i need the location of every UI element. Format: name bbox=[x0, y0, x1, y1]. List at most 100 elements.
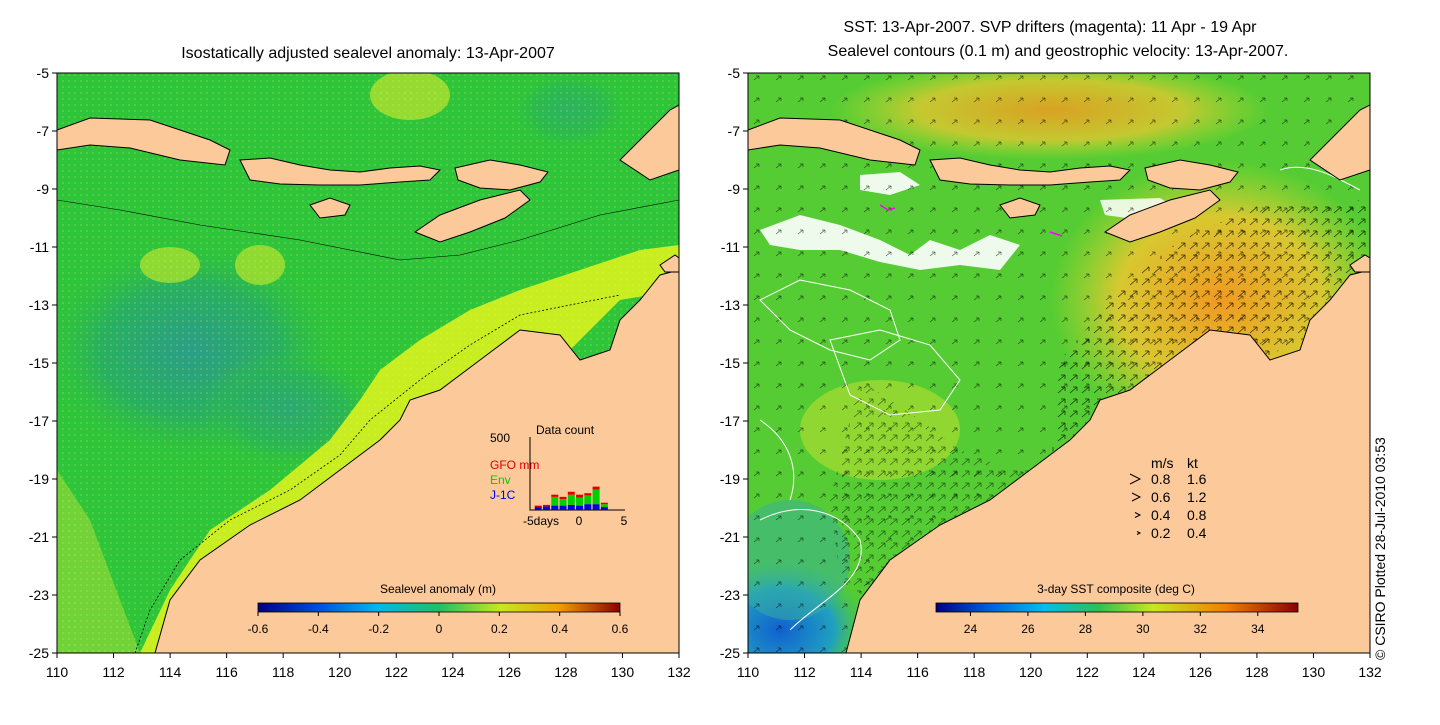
left-colorbar-gradient bbox=[257, 602, 621, 613]
credit-text: © CSIRO Plotted 28-Jul-2010 03:53 bbox=[1372, 437, 1388, 660]
left-lon-tick-label: 122 bbox=[385, 664, 409, 680]
data-count-ymax: 500 bbox=[490, 431, 510, 445]
right-lat-tick-label: -7 bbox=[728, 123, 741, 139]
right-lon-tick-label: 132 bbox=[1358, 664, 1382, 680]
left-lat-tick-label: -15 bbox=[29, 355, 49, 371]
svp-drifter-track-2 bbox=[1049, 231, 1063, 237]
data-count-bar-env bbox=[592, 489, 600, 505]
isobath-contour bbox=[134, 294, 621, 653]
isobath-contour-north bbox=[57, 199, 679, 261]
data-count-bar-j1c bbox=[551, 505, 559, 510]
left-colorbar-tick-label: 0 bbox=[436, 622, 443, 636]
lesser-sunda-islands bbox=[239, 157, 442, 186]
data-count-bars bbox=[534, 486, 608, 510]
right-colorbar-tick-label: 34 bbox=[1251, 622, 1265, 636]
right-lon-tick-label: 112 bbox=[793, 664, 816, 680]
right-lat-tick-label: -17 bbox=[720, 413, 740, 429]
left-lat-tick-label: -23 bbox=[29, 587, 49, 603]
velocity-legend-kt: 1.2 bbox=[1187, 489, 1207, 505]
left-lon-tick-label: 116 bbox=[215, 664, 238, 680]
right-lon-tick-label: 128 bbox=[1245, 664, 1269, 680]
velocity-legend-header-kt: kt bbox=[1187, 455, 1198, 471]
left-colorbar-tick-label: -0.6 bbox=[248, 622, 269, 636]
data-count-bar-env bbox=[576, 497, 584, 506]
velocity-legend-ms: 0.4 bbox=[1151, 507, 1171, 523]
right-lon-tick-label: 118 bbox=[963, 664, 986, 680]
lesser-sunda-islands-sst bbox=[929, 157, 1132, 186]
data-count-inset: Data count 500 GFO mm Env J-1C -5days 0 … bbox=[490, 423, 628, 528]
left-lat-tick-label: -7 bbox=[37, 123, 50, 139]
right-lon-tick-label: 114 bbox=[850, 664, 873, 680]
right-colorbar-tick-label: 24 bbox=[964, 622, 978, 636]
right-lat-tick-label: -13 bbox=[720, 297, 740, 313]
right-latitude-ticks: -5 -7 -9 -11 -13 -15 -17 -19 -21 -23 -25 bbox=[720, 65, 748, 661]
right-lon-tick-label: 110 bbox=[737, 664, 760, 680]
right-panel-title-line1: SST: 13-Apr-2007. SVP drifters (magenta)… bbox=[844, 19, 1258, 36]
velocity-legend-ms: 0.8 bbox=[1151, 471, 1171, 487]
sealevel-contour-4 bbox=[759, 419, 795, 501]
left-lat-tick-label: -9 bbox=[37, 181, 50, 197]
right-colorbar-tick-label: 30 bbox=[1136, 622, 1150, 636]
velocity-arrow-icon bbox=[1136, 531, 1142, 535]
left-colorbar-ticks: -0.6 -0.4 -0.2 0 0.2 0.4 0.6 bbox=[248, 612, 629, 636]
right-colorbar: 3-day SST composite (deg C) 24 26 28 30 32 34 bbox=[935, 582, 1299, 636]
velocity-legend: m/s kt 0.8 1.6 0.6 1.2 0.4 0.8 0.2 0.4 bbox=[1129, 455, 1207, 541]
left-lat-tick-label: -17 bbox=[29, 413, 49, 429]
sealevel-contour bbox=[759, 279, 901, 361]
tanimbar-island bbox=[619, 104, 679, 181]
sumba-island-sst bbox=[999, 197, 1041, 219]
data-count-bar-j1c bbox=[534, 507, 542, 510]
australia-landmass-sst bbox=[845, 269, 1370, 653]
left-lon-tick-label: 114 bbox=[159, 664, 182, 680]
data-count-title: Data count bbox=[536, 423, 595, 437]
sealevel-contour-5 bbox=[1279, 166, 1361, 191]
velocity-legend-ms: 0.2 bbox=[1151, 525, 1171, 541]
left-lon-tick-label: 130 bbox=[611, 664, 635, 680]
data-count-bar-j1c bbox=[576, 505, 584, 510]
left-lon-tick-label: 110 bbox=[46, 664, 69, 680]
velocity-arrow-icon bbox=[1131, 492, 1142, 502]
velocity-legend-kt: 1.6 bbox=[1187, 471, 1207, 487]
data-count-bar-j1c bbox=[559, 505, 567, 510]
legend-gfo: GFO mm bbox=[490, 458, 539, 472]
left-colorbar-tick-label: 0.2 bbox=[491, 622, 508, 636]
right-lon-tick-label: 116 bbox=[906, 664, 929, 680]
left-colorbar-tick-label: 0.6 bbox=[612, 622, 629, 636]
flores-island-sst bbox=[1144, 159, 1239, 191]
data-count-bar-gfo bbox=[534, 505, 542, 508]
tanimbar-island-sst bbox=[1309, 104, 1370, 181]
left-colorbar-tick-label: 0.4 bbox=[551, 622, 568, 636]
left-panel-title: Isostatically adjusted sealevel anomaly:… bbox=[181, 45, 555, 62]
right-lon-tick-label: 120 bbox=[1019, 664, 1043, 680]
legend-env: Env bbox=[490, 473, 511, 487]
data-count-bar-j1c bbox=[600, 507, 608, 510]
velocity-legend-kt: 0.4 bbox=[1187, 525, 1207, 541]
data-count-xtick-max: 5 bbox=[621, 514, 628, 528]
data-count-bar-gfo bbox=[559, 496, 567, 500]
sumba-island bbox=[309, 197, 351, 219]
left-lat-tick-label: -25 bbox=[29, 645, 49, 661]
data-count-bar-env bbox=[600, 504, 608, 508]
right-colorbar-gradient bbox=[935, 602, 1299, 613]
velocity-arrow-icon bbox=[1134, 512, 1142, 518]
left-lat-tick-label: -13 bbox=[29, 297, 49, 313]
right-lat-tick-label: -5 bbox=[728, 65, 741, 81]
right-colorbar-tick-label: 26 bbox=[1021, 622, 1035, 636]
timor-island-sst bbox=[1103, 189, 1221, 243]
timor-island bbox=[413, 189, 531, 243]
right-lat-tick-label: -25 bbox=[720, 645, 740, 661]
data-count-bar-j1c bbox=[567, 504, 575, 510]
data-count-bar-env bbox=[559, 499, 567, 506]
svp-drifter-track bbox=[879, 204, 896, 211]
left-colorbar-tick-label: -0.2 bbox=[368, 622, 389, 636]
left-lon-tick-label: 112 bbox=[102, 664, 125, 680]
left-colorbar-tick-label: -0.4 bbox=[308, 622, 329, 636]
sealevel-anomaly-map bbox=[57, 73, 679, 653]
left-latitude-ticks: -5 -7 -9 -11 -13 -15 -17 -19 -21 -23 -25 bbox=[29, 65, 57, 661]
left-lon-tick-label: 120 bbox=[328, 664, 352, 680]
left-longitude-ticks: 110 112 114 116 118 120 122 124 126 128 130 132 bbox=[46, 653, 691, 680]
java-island bbox=[57, 117, 231, 166]
right-lat-tick-label: -23 bbox=[720, 587, 740, 603]
left-lat-tick-label: -5 bbox=[37, 65, 50, 81]
right-colorbar-label: 3-day SST composite (deg C) bbox=[1037, 582, 1195, 596]
